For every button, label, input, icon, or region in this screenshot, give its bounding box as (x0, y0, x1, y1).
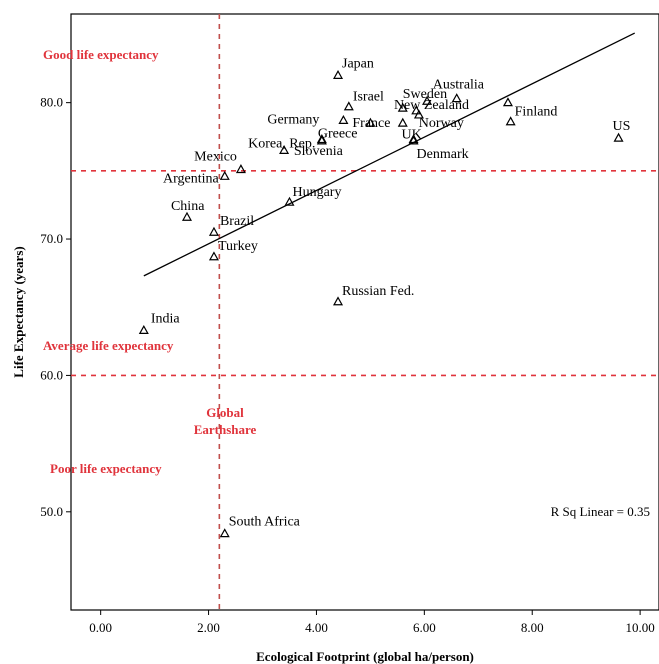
point-label-india: India (151, 311, 181, 326)
point-uk (408, 134, 419, 144)
x-axis-title: Ecological Footprint (global ha/person) (256, 649, 474, 664)
point-label-south-africa: South Africa (229, 515, 301, 530)
y-tick-label: 80.0 (40, 95, 63, 110)
point-korea-rep (279, 144, 290, 154)
point-denmark (408, 135, 419, 145)
point-finland (505, 116, 516, 126)
point-us (613, 132, 624, 142)
point-label-germany: Germany (267, 112, 319, 127)
point-label-japan: Japan (342, 56, 374, 71)
point-france (365, 117, 376, 127)
point-label-israel: Israel (353, 90, 384, 105)
point-india (138, 324, 149, 335)
point-label-norway: Norway (419, 116, 464, 131)
annotation-average-life-expectancy: Average life expectancy (43, 338, 174, 353)
point-turkey (208, 251, 219, 261)
point-unlabeled-24 (411, 105, 422, 115)
r-squared-label: R Sq Linear = 0.35 (551, 504, 650, 519)
annotation-poor-life-expectancy: Poor life expectancy (50, 461, 162, 476)
point-norway (397, 117, 408, 127)
point-label-us: US (613, 119, 631, 134)
point-brazil (208, 226, 219, 236)
point-label-hungary: Hungary (292, 185, 341, 200)
point-germany (338, 114, 349, 124)
point-greece (316, 134, 327, 144)
point-unlabeled-26 (502, 97, 513, 107)
point-label-turkey: Turkey (218, 239, 258, 254)
point-japan (333, 69, 344, 79)
x-tick-label: 8.00 (521, 620, 544, 635)
point-slovenia (316, 135, 327, 145)
annotation-earthshare: Earthshare (194, 422, 257, 437)
x-tick-label: 6.00 (413, 620, 436, 635)
point-argentina (219, 170, 230, 180)
x-tick-label: 4.00 (305, 620, 328, 635)
point-label-china: China (171, 199, 205, 214)
point-label-australia: Australia (433, 78, 485, 93)
point-label-greece: Greece (318, 126, 358, 141)
point-israel (343, 101, 354, 111)
x-tick-label: 0.00 (89, 620, 112, 635)
point-label-france: France (352, 116, 390, 131)
annotation-global: Global (206, 405, 244, 420)
point-russian-fed (333, 296, 344, 306)
y-axis-title: Life Expectancy (years) (11, 246, 26, 377)
point-label-korea-rep: Korea, Rep. (248, 136, 315, 151)
point-south-africa (219, 528, 230, 538)
annotation-good-life-expectancy: Good life expectancy (43, 47, 159, 62)
x-tick-label: 2.00 (197, 620, 220, 635)
point-label-brazil: Brazil (220, 214, 254, 229)
y-tick-label: 50.0 (40, 504, 63, 519)
plot-area (70, 13, 659, 611)
point-label-uk: UK (402, 127, 422, 142)
point-mexico (235, 164, 246, 174)
x-tick-label: 10.00 (625, 620, 654, 635)
point-label-mexico: Mexico (194, 149, 237, 164)
point-label-argentina: Argentina (163, 171, 220, 186)
point-label-new-zealand: New Zealand (394, 98, 469, 113)
point-label-russian-fed: Russian Fed. (342, 284, 414, 299)
fit-line (143, 32, 636, 277)
point-label-slovenia: Slovenia (294, 144, 344, 159)
point-sweden (397, 102, 408, 112)
y-tick-label: 60.0 (40, 367, 63, 382)
point-unlabeled-25 (422, 95, 433, 105)
point-label-denmark: Denmark (417, 147, 469, 162)
y-tick-label: 70.0 (40, 231, 63, 246)
point-china (181, 211, 193, 221)
point-hungary (284, 196, 295, 206)
point-label-finland: Finland (515, 105, 558, 120)
point-australia (451, 93, 462, 103)
point-label-sweden: Sweden (403, 87, 447, 102)
